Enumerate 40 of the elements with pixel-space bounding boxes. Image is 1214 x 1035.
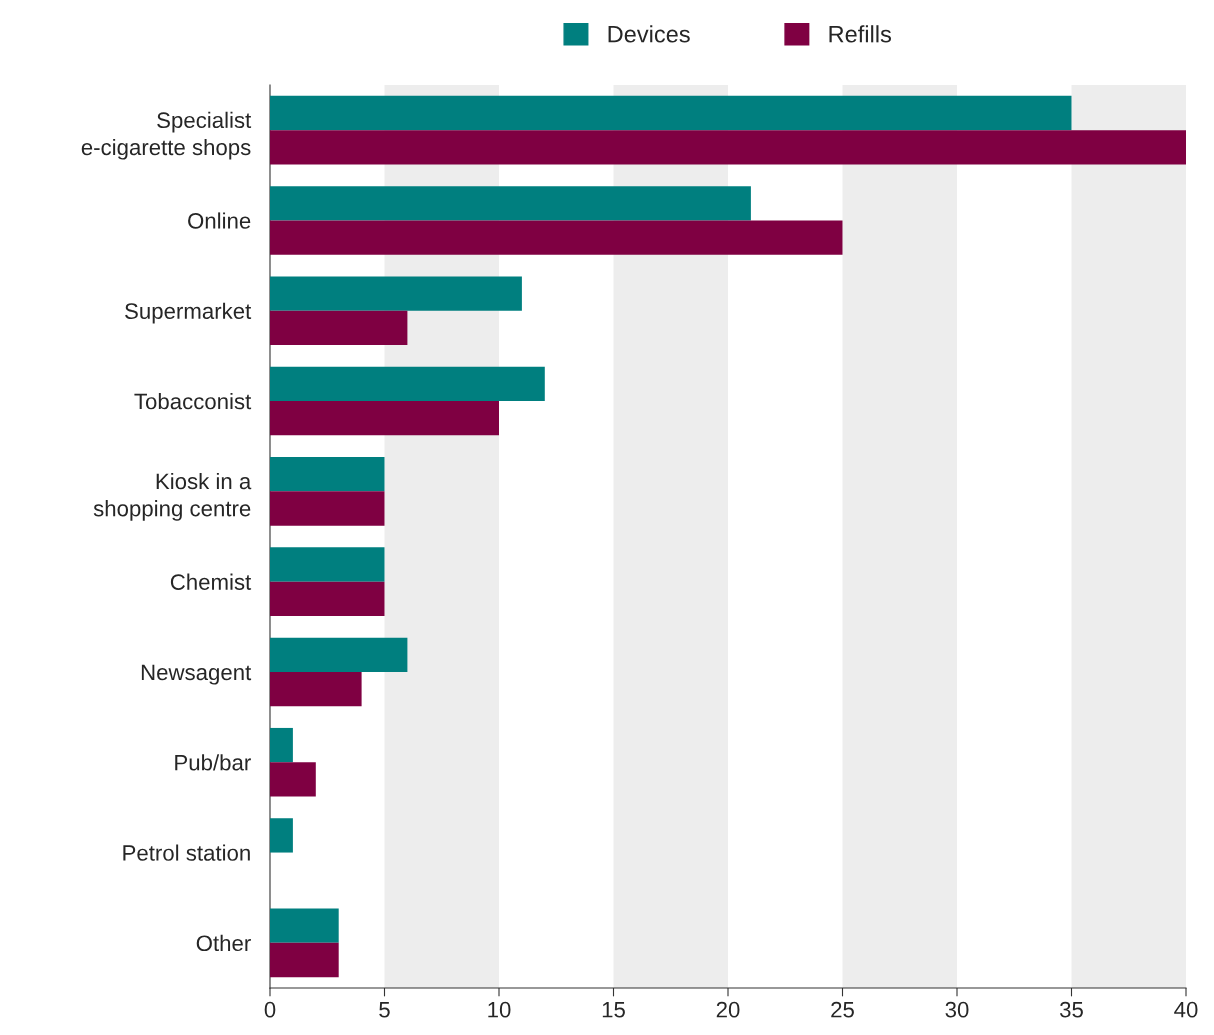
x-tick-label: 30 — [945, 1001, 969, 1018]
bar — [270, 727, 293, 763]
bar — [270, 457, 385, 492]
bar — [270, 401, 499, 436]
y-tick-label: Newsagent — [141, 664, 252, 685]
bar — [270, 95, 1072, 131]
bar — [270, 942, 339, 978]
y-tick-label: Specialist e-cigarette shops — [81, 111, 252, 160]
bar — [270, 276, 522, 311]
legend-label: Refills — [829, 25, 891, 43]
bar — [270, 366, 545, 402]
bar — [270, 908, 339, 943]
bar — [270, 130, 1186, 165]
bar — [270, 220, 843, 255]
legend-label: Devices — [608, 25, 690, 43]
y-tick-label: Supermarket — [125, 302, 252, 324]
bar — [270, 671, 362, 707]
y-tick-label: Tobacconist — [134, 393, 252, 410]
x-tick-label: 25 — [831, 1001, 854, 1018]
y-tick-label: Other — [196, 934, 251, 952]
bar — [270, 186, 751, 221]
bar — [270, 637, 408, 672]
y-tick-label: Online — [188, 212, 251, 229]
bar — [270, 818, 293, 853]
x-tick-label: 10 — [488, 1001, 511, 1018]
bar — [270, 310, 408, 346]
x-tick-label: 35 — [1059, 1001, 1083, 1018]
bar — [270, 581, 385, 616]
bar — [270, 547, 385, 582]
x-tick-label: 0 — [264, 1001, 276, 1018]
y-tick-label: Pub/bar — [175, 754, 251, 771]
y-tick-label: Petrol station — [123, 844, 250, 861]
y-tick-label: Chemist — [170, 573, 252, 590]
bar — [270, 491, 385, 526]
y-tick-label: Kiosk in a shopping centre — [93, 472, 252, 521]
x-tick-label: 5 — [379, 1002, 390, 1018]
x-tick-label: 40 — [1174, 1001, 1198, 1018]
x-tick-label: 15 — [602, 1002, 625, 1018]
x-tick-label: 20 — [716, 1001, 740, 1018]
bar — [270, 762, 316, 797]
